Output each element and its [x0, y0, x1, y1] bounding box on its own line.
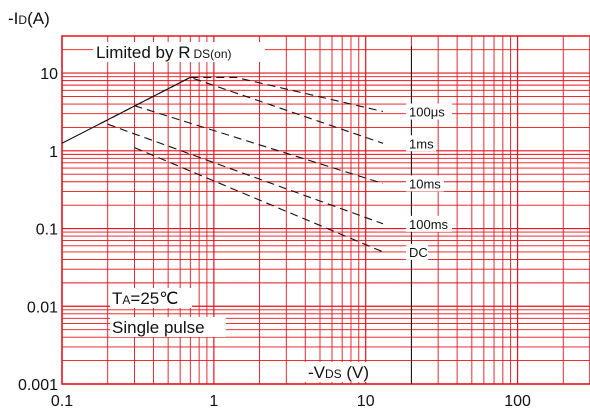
- x-tick-label: 1: [209, 393, 218, 410]
- curve-label-3: 100ms: [409, 217, 449, 232]
- curve-label-bg: [406, 243, 429, 260]
- pulse-label: Single pulse: [112, 318, 205, 337]
- limit-label: Limited by R DS(on): [96, 43, 232, 62]
- x-tick-label: 100: [504, 393, 531, 410]
- curve-label-bg: [406, 135, 437, 152]
- y-tick-label: 10: [40, 66, 58, 83]
- label-layer: 100μs 1ms 10ms 100ms DC: [406, 103, 453, 260]
- curve-label-1: 1ms: [409, 136, 434, 151]
- x-tick-label: 0.1: [51, 393, 73, 410]
- series-layer: [61, 76, 384, 253]
- series-line-2: [100, 76, 384, 144]
- series-line-1: [190, 76, 384, 113]
- series-line-3: [134, 105, 384, 185]
- y-tick-label: 1: [49, 144, 58, 161]
- y-tick-label: 0.01: [27, 299, 58, 316]
- y-tick-label: 0.001: [18, 377, 58, 394]
- curve-label-bg: [406, 175, 445, 192]
- curve-label-4: DC: [409, 245, 428, 260]
- ta-label: TA=25℃: [112, 289, 178, 308]
- limit-label-bg: [93, 42, 265, 62]
- x-axis-label-bg: [304, 362, 386, 382]
- series-line-4: [107, 123, 384, 225]
- curve-label-bg: [406, 103, 453, 120]
- curve-label-bg: [406, 215, 453, 232]
- ta-label-bg: [110, 288, 192, 308]
- x-tick-label: 10: [357, 393, 375, 410]
- tick-layer: 0.1 1 10 100 10 1 0.1 0.01 0.001: [18, 66, 531, 410]
- y-axis-label: -ID(A): [8, 9, 50, 28]
- series-line-5: [134, 147, 384, 253]
- curve-label-0: 100μs: [409, 105, 445, 120]
- curve-label-2: 10ms: [409, 176, 441, 191]
- grid-layer: [61, 35, 590, 385]
- y-tick-label: 0.1: [36, 222, 58, 239]
- plot-frame: [61, 35, 590, 385]
- x-axis-label: -VDS (V): [308, 363, 369, 382]
- pulse-label-bg: [110, 317, 226, 337]
